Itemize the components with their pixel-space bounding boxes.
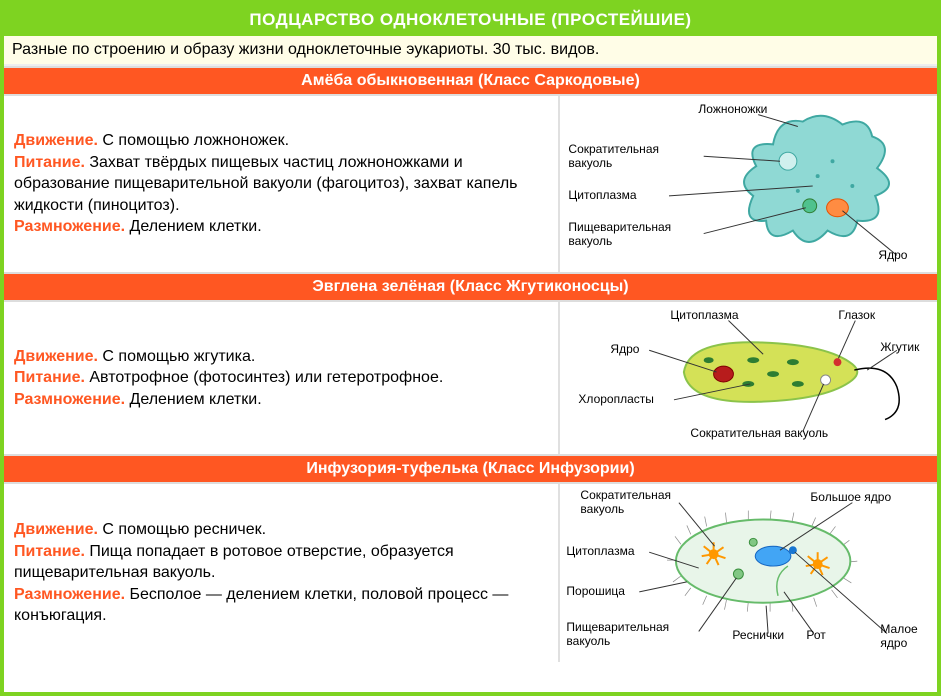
label-cvac1: Сократительная: [568, 142, 659, 156]
main-header: ПОДЦАРСТВО ОДНОКЛЕТОЧНЫЕ (ПРОСТЕЙШИЕ): [4, 4, 937, 36]
amoeba-diagram: Ложноножки Сократительная вакуоль Цитопл…: [558, 96, 937, 272]
label-dvac1: Пищеварительная: [568, 220, 671, 234]
term: Движение.: [14, 348, 98, 365]
subheader: Разные по строению и образу жизни однокл…: [4, 36, 937, 66]
text: Делением клетки.: [125, 218, 262, 235]
label-cvac2: вакуоль: [580, 502, 624, 516]
label-chlor: Хлоропласты: [578, 392, 653, 406]
text: Захват твёрдых пищевых частиц ложноножка…: [14, 154, 518, 214]
label-dvac2: вакуоль: [568, 234, 612, 248]
section-title-amoeba: Амёба обыкновенная (Класс Саркодовые): [4, 66, 937, 96]
label-pseudopod: Ложноножки: [698, 102, 767, 116]
term: Питание.: [14, 369, 85, 386]
term: Размножение.: [14, 586, 125, 603]
euglena-diagram: Цитоплазма Глазок Ядро Жгутик Хлоропласт…: [558, 302, 937, 454]
param-text: Движение. С помощью ресничек. Питание. П…: [4, 484, 558, 662]
label-poro: Порошица: [566, 584, 625, 598]
param-diagram: Сократительная вакуоль Большое ядро Цито…: [558, 484, 937, 662]
term: Питание.: [14, 154, 85, 171]
label-snuc2: ядро: [880, 636, 907, 650]
label-mouth: Рот: [806, 628, 825, 642]
label-cvac: Сократительная вакуоль: [690, 426, 828, 440]
label-flagellum: Жгутик: [880, 340, 919, 354]
label-cyto: Цитоплазма: [568, 188, 636, 202]
amoeba-text: Движение. С помощью ложноножек. Питание.…: [4, 96, 558, 272]
label-dvac2: вакуоль: [566, 634, 610, 648]
text: С помощью ложноножек.: [98, 132, 289, 149]
label-cyto: Цитоплазма: [566, 544, 634, 558]
euglena-text: Движение. С помощью жгутика. Питание. Ав…: [4, 302, 558, 454]
label-nucleus: Ядро: [610, 342, 639, 356]
term: Движение.: [14, 521, 98, 538]
label-cyto: Цитоплазма: [670, 308, 738, 322]
term: Размножение.: [14, 391, 125, 408]
label-dvac1: Пищеварительная: [566, 620, 669, 634]
text: С помощью жгутика.: [98, 348, 255, 365]
term: Питание.: [14, 543, 85, 560]
label-nucleus: Ядро: [878, 248, 907, 262]
label-cvac2: вакуоль: [568, 156, 612, 170]
term: Размножение.: [14, 218, 125, 235]
text: С помощью ресничек.: [98, 521, 266, 538]
label-eye: Глазок: [838, 308, 875, 322]
section-title-euglena: Эвглена зелёная (Класс Жгутиконосцы): [4, 272, 937, 302]
text: Автотрофное (фотосинтез) или гетеротрофн…: [85, 369, 443, 386]
term: Движение.: [14, 132, 98, 149]
label-cilia: Реснички: [732, 628, 784, 642]
section-title-paramecium: Инфузория-туфелька (Класс Инфузории): [4, 454, 937, 484]
label-snuc1: Малое: [880, 622, 917, 636]
label-cvac1: Сократительная: [580, 488, 671, 502]
label-bignuc: Большое ядро: [810, 490, 891, 504]
text: Делением клетки.: [125, 391, 262, 408]
